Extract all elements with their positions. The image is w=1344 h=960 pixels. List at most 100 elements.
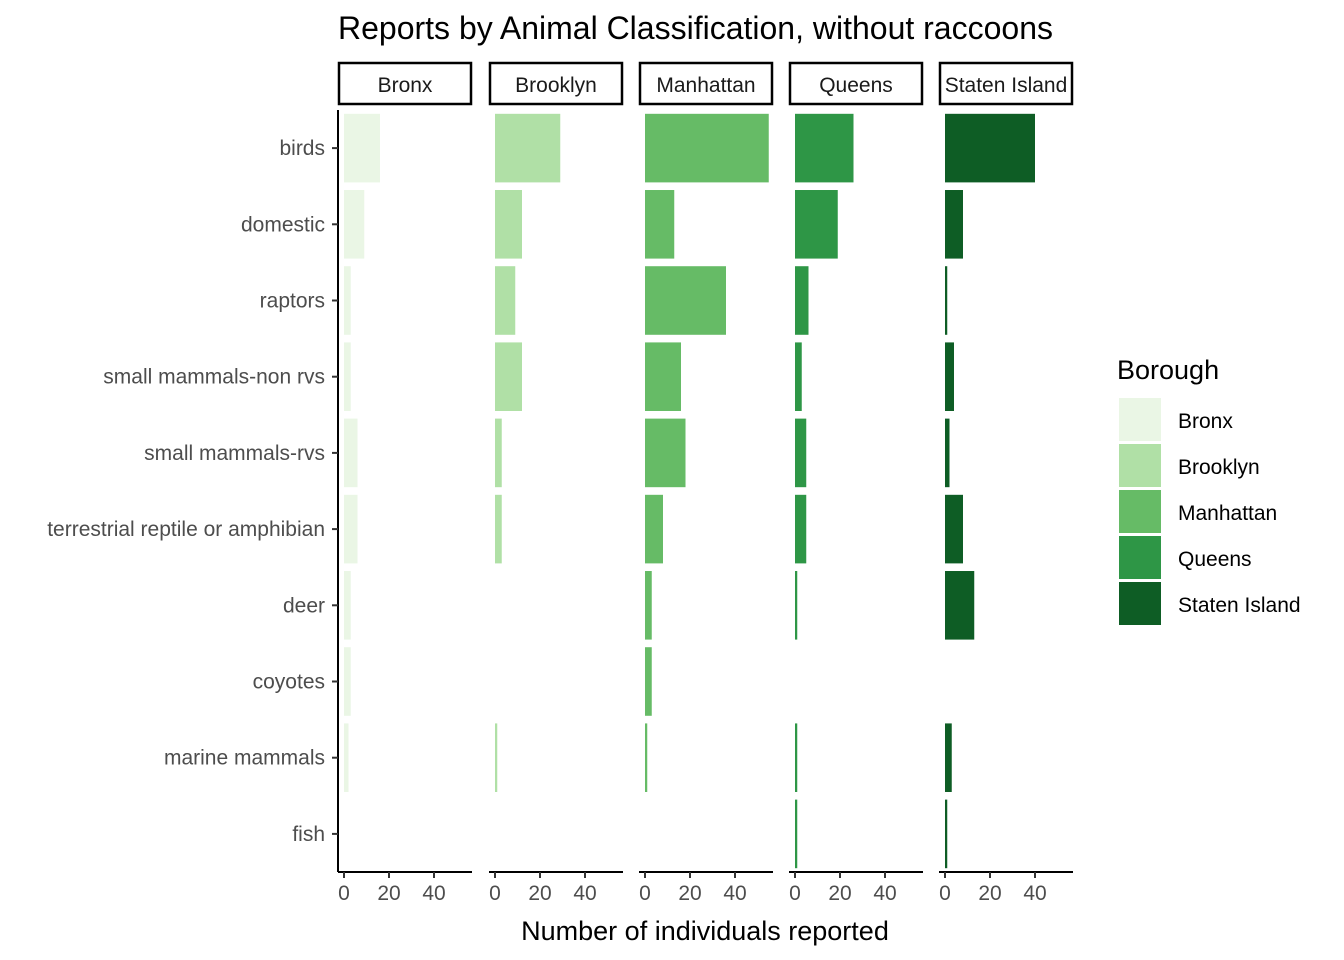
facet-panel-brooklyn: Brooklyn 0 20 40 — [488, 61, 624, 905]
bar-birds — [645, 113, 769, 183]
legend-swatch — [1119, 444, 1161, 487]
bar-deer — [645, 571, 652, 640]
bar-raptors — [795, 266, 809, 335]
y-tick-label: small mammals-rvs — [144, 442, 325, 465]
x-axis-title: Number of individuals reported — [521, 916, 889, 946]
legend-swatch — [1119, 536, 1161, 579]
y-tick-label: fish — [292, 823, 325, 846]
facet-strip-label: Staten Island — [945, 74, 1068, 97]
bar-small-mammals-rvs — [645, 418, 686, 488]
bar-small-mammals-non-rvs — [344, 342, 351, 411]
bar-marine-mammals — [344, 723, 349, 792]
x-tick-label: 20 — [828, 882, 851, 905]
y-tick-label: domestic — [241, 213, 325, 236]
legend-title: Borough — [1117, 355, 1219, 385]
bar-birds — [495, 113, 561, 183]
y-tick-label: raptors — [260, 290, 325, 313]
y-tick-label: small mammals-non rvs — [103, 366, 325, 389]
facet-panel-bronx: Bronx 0 20 40 — [337, 61, 473, 905]
bar-fish — [795, 799, 798, 869]
facet-strip — [638, 61, 774, 106]
bar-small-mammals-rvs — [795, 418, 807, 488]
bar-birds — [945, 113, 1035, 183]
bar-small-mammals-non-rvs — [945, 342, 954, 411]
facet-strip — [488, 61, 624, 106]
x-tick-label: 40 — [1023, 882, 1046, 905]
facet-strip-label: Manhattan — [656, 74, 755, 97]
bar-terrestrial-reptile-or-amphibian — [344, 494, 358, 564]
x-tick-label: 20 — [528, 882, 551, 905]
x-tick-label: 40 — [422, 882, 445, 905]
x-tick-label: 20 — [978, 882, 1001, 905]
bar-marine-mammals — [645, 723, 648, 792]
bar-marine-mammals — [795, 723, 798, 792]
bar-marine-mammals — [495, 723, 498, 792]
bar-small-mammals-rvs — [495, 418, 502, 488]
facet-panel-manhattan: Manhattan 0 20 40 — [638, 61, 774, 905]
x-tick-label: 20 — [377, 882, 400, 905]
legend-label: Staten Island — [1178, 594, 1301, 617]
facet-panel-queens: Queens 0 20 40 — [788, 61, 924, 905]
bar-deer — [344, 571, 351, 640]
bar-domestic — [495, 190, 522, 259]
bar-raptors — [645, 266, 726, 335]
bar-raptors — [344, 266, 351, 335]
x-tick-label: 20 — [678, 882, 701, 905]
bar-fish — [945, 799, 948, 869]
facet-panel-staten-island: Staten Island 0 20 40 — [938, 61, 1074, 905]
y-tick-label: birds — [279, 137, 325, 160]
bar-domestic — [795, 190, 838, 259]
bar-small-mammals-non-rvs — [795, 342, 802, 411]
bar-terrestrial-reptile-or-amphibian — [645, 494, 663, 564]
bar-terrestrial-reptile-or-amphibian — [495, 494, 502, 564]
x-tick-label: 0 — [939, 882, 951, 905]
facet-strip — [938, 61, 1074, 106]
bar-domestic — [344, 190, 365, 259]
facet-strip-label: Bronx — [378, 74, 433, 97]
facet-strip-label: Brooklyn — [515, 74, 597, 97]
legend-label: Queens — [1178, 548, 1252, 571]
x-tick-label: 0 — [639, 882, 651, 905]
x-tick-label: 0 — [338, 882, 350, 905]
bar-terrestrial-reptile-or-amphibian — [945, 494, 963, 564]
bar-small-mammals-non-rvs — [645, 342, 681, 411]
bar-marine-mammals — [945, 723, 952, 792]
bar-small-mammals-rvs — [945, 418, 950, 488]
legend-swatch — [1119, 582, 1161, 625]
y-tick-label: coyotes — [253, 671, 325, 694]
facet-strip — [337, 61, 473, 106]
y-tick-label: marine mammals — [164, 747, 325, 770]
bar-raptors — [495, 266, 516, 335]
bar-coyotes — [645, 647, 652, 716]
x-tick-label: 0 — [489, 882, 501, 905]
y-axis: birds domestic raptors small mammals-non rv… — [47, 110, 339, 872]
bar-birds — [344, 113, 380, 183]
bar-deer — [945, 571, 975, 640]
x-tick-label: 40 — [573, 882, 596, 905]
legend: Borough Bronx Brooklyn Manhattan Queens Stat… — [1117, 355, 1301, 625]
y-tick-label: deer — [283, 594, 325, 617]
x-tick-label: 0 — [789, 882, 801, 905]
x-tick-label: 40 — [723, 882, 746, 905]
legend-label: Brooklyn — [1178, 456, 1260, 479]
chart-title: Reports by Animal Classification, withou… — [338, 10, 1053, 46]
y-tick-label: terrestrial reptile or amphibian — [47, 518, 325, 541]
bar-small-mammals-non-rvs — [495, 342, 522, 411]
bar-domestic — [945, 190, 963, 259]
legend-swatch — [1119, 490, 1161, 533]
bar-deer — [795, 571, 798, 640]
bar-small-mammals-rvs — [344, 418, 358, 488]
bar-raptors — [945, 266, 948, 335]
legend-label: Manhattan — [1178, 502, 1277, 525]
bar-birds — [795, 113, 854, 183]
bar-domestic — [645, 190, 675, 259]
facet-strip-label: Queens — [819, 74, 893, 97]
bar-coyotes — [344, 647, 351, 716]
legend-swatch — [1119, 398, 1161, 441]
facet-strip — [788, 61, 924, 106]
legend-label: Bronx — [1178, 410, 1233, 433]
x-tick-label: 40 — [873, 882, 896, 905]
bar-terrestrial-reptile-or-amphibian — [795, 494, 807, 564]
